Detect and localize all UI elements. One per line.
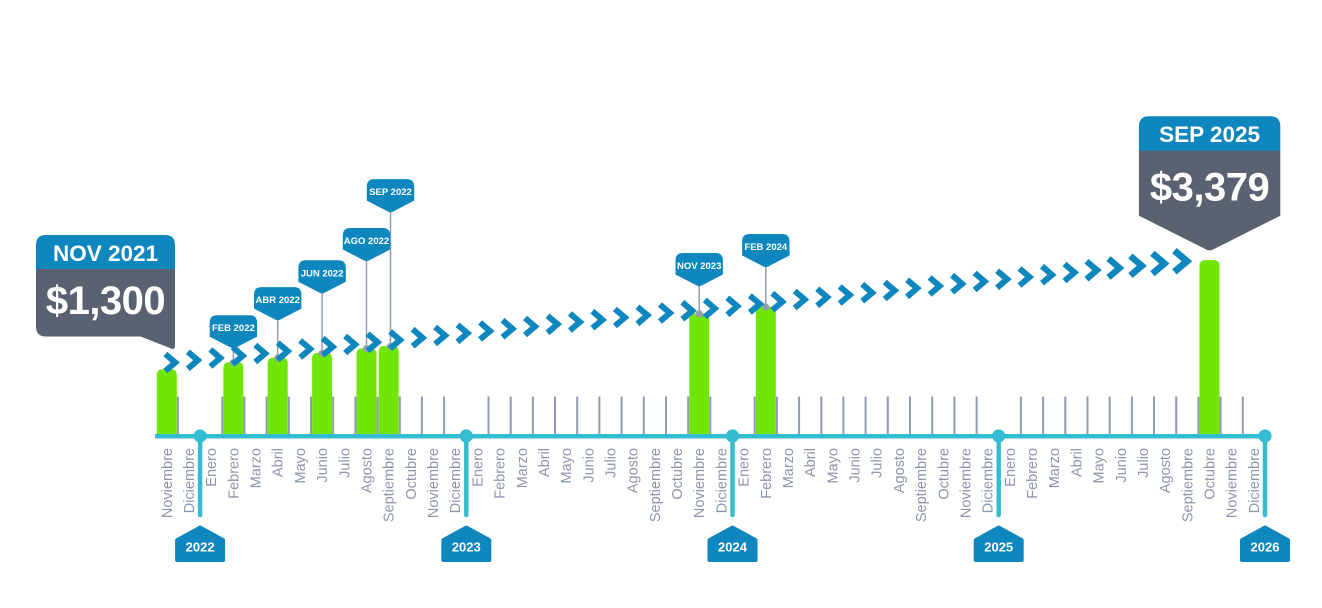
svg-text:Octubre: Octubre <box>670 448 686 500</box>
svg-text:Agosto: Agosto <box>626 448 642 493</box>
svg-text:Octubre: Octubre <box>936 448 952 500</box>
svg-text:Septiembre: Septiembre <box>914 448 930 522</box>
svg-text:Diciembre: Diciembre <box>714 448 730 513</box>
svg-text:Marzo: Marzo <box>249 448 265 488</box>
svg-text:Diciembre: Diciembre <box>448 448 464 513</box>
svg-text:Diciembre: Diciembre <box>1247 448 1263 513</box>
svg-text:Octubre: Octubre <box>1203 448 1219 500</box>
svg-text:2026: 2026 <box>1251 540 1280 555</box>
svg-text:Febrero: Febrero <box>493 448 509 499</box>
svg-text:2022: 2022 <box>186 540 215 555</box>
svg-text:Enero: Enero <box>204 448 220 487</box>
svg-text:2024: 2024 <box>718 540 748 555</box>
svg-text:AGO 2022: AGO 2022 <box>344 236 389 247</box>
svg-text:Septiembre: Septiembre <box>1180 448 1196 522</box>
svg-text:Noviembre: Noviembre <box>1225 448 1241 518</box>
svg-text:Marzo: Marzo <box>1047 448 1063 488</box>
svg-text:Junio: Junio <box>848 448 864 483</box>
svg-text:$3,379: $3,379 <box>1150 165 1269 209</box>
svg-text:Junio: Junio <box>315 448 331 483</box>
svg-text:FEB 2022: FEB 2022 <box>212 323 255 334</box>
svg-text:Julio: Julio <box>337 448 353 478</box>
svg-text:Febrero: Febrero <box>759 448 775 499</box>
svg-text:Julio: Julio <box>870 448 886 478</box>
svg-text:Noviembre: Noviembre <box>692 448 708 518</box>
svg-text:Enero: Enero <box>470 448 486 487</box>
svg-text:SEP 2022: SEP 2022 <box>369 187 412 198</box>
svg-text:Abril: Abril <box>803 448 819 477</box>
svg-text:Diciembre: Diciembre <box>981 448 997 513</box>
svg-text:Abril: Abril <box>1069 448 1085 477</box>
svg-text:Marzo: Marzo <box>781 448 797 488</box>
svg-text:Junio: Junio <box>581 448 597 483</box>
svg-text:Mayo: Mayo <box>1092 448 1108 483</box>
svg-text:2025: 2025 <box>984 540 1013 555</box>
svg-text:Mayo: Mayo <box>825 448 841 483</box>
svg-text:ABR 2022: ABR 2022 <box>256 295 300 306</box>
svg-text:Julio: Julio <box>1136 448 1152 478</box>
svg-text:Febrero: Febrero <box>1025 448 1041 499</box>
svg-text:Diciembre: Diciembre <box>182 448 198 513</box>
svg-text:Noviembre: Noviembre <box>426 448 442 518</box>
svg-text:Agosto: Agosto <box>892 448 908 493</box>
svg-text:2023: 2023 <box>452 540 481 555</box>
svg-text:Mayo: Mayo <box>559 448 575 483</box>
svg-text:Febrero: Febrero <box>226 448 242 499</box>
svg-text:Enero: Enero <box>1003 448 1019 487</box>
svg-text:Octubre: Octubre <box>404 448 420 500</box>
svg-text:Septiembre: Septiembre <box>382 448 398 522</box>
svg-text:Mayo: Mayo <box>293 448 309 483</box>
svg-text:Septiembre: Septiembre <box>648 448 664 522</box>
svg-text:NOV 2021: NOV 2021 <box>53 241 158 266</box>
svg-text:FEB 2024: FEB 2024 <box>744 242 787 253</box>
svg-text:Agosto: Agosto <box>360 448 376 493</box>
svg-text:Abril: Abril <box>537 448 553 477</box>
svg-text:Noviembre: Noviembre <box>160 448 176 518</box>
svg-text:Noviembre: Noviembre <box>959 448 975 518</box>
svg-text:Enero: Enero <box>737 448 753 487</box>
svg-text:Julio: Julio <box>604 448 620 478</box>
svg-text:SEP 2025: SEP 2025 <box>1159 122 1260 147</box>
svg-text:$1,300: $1,300 <box>46 279 165 323</box>
svg-text:Junio: Junio <box>1114 448 1130 483</box>
svg-text:Abril: Abril <box>271 448 287 477</box>
svg-text:JUN 2022: JUN 2022 <box>301 268 344 279</box>
svg-text:NOV 2023: NOV 2023 <box>677 261 721 272</box>
svg-text:Marzo: Marzo <box>515 448 531 488</box>
svg-text:Agosto: Agosto <box>1158 448 1174 493</box>
